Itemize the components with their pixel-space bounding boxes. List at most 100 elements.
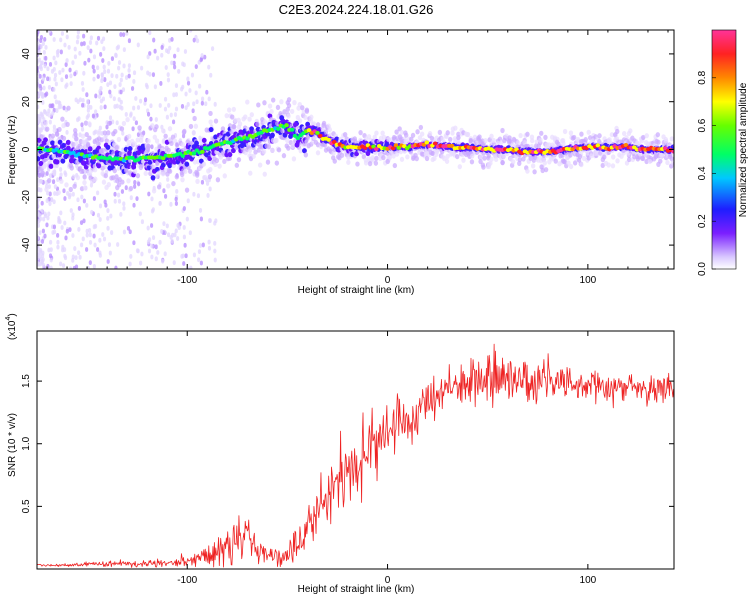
heatmap-cell [119, 211, 123, 217]
heatmap-cell [566, 160, 571, 166]
heatmap-cell [133, 184, 137, 189]
spectrogram-x-axis-label: Height of straight line (km) [298, 285, 415, 296]
heatmap-cell [48, 163, 54, 169]
heatmap-cell [191, 151, 197, 156]
heatmap-cell [60, 158, 66, 164]
heatmap-cell [143, 100, 147, 106]
heatmap-cell [374, 155, 379, 161]
heatmap-cell [72, 183, 77, 189]
heatmap-cell [247, 148, 253, 154]
heatmap-cell [42, 216, 46, 222]
heatmap-cell [54, 99, 59, 105]
heatmap-cell [469, 159, 475, 165]
heatmap-cell [129, 254, 133, 259]
heatmap-cell [105, 144, 111, 150]
heatmap-cell [207, 245, 212, 251]
heatmap-cell [327, 126, 332, 133]
heatmap-cell [274, 160, 280, 166]
heatmap-cell [65, 139, 71, 145]
heatmap-cell [562, 159, 567, 165]
heatmap-cell [162, 221, 166, 227]
heatmap-cell [124, 112, 128, 117]
heatmap-cell [184, 187, 190, 193]
heatmap-cell [110, 175, 116, 181]
heatmap-cell [87, 228, 92, 233]
heatmap-cell [75, 175, 81, 181]
heatmap-cell [40, 239, 45, 244]
heatmap-cell [42, 117, 46, 122]
heatmap-cell [430, 150, 435, 157]
heatmap-cell [279, 99, 284, 105]
heatmap-cell [143, 97, 148, 103]
heatmap-cell [71, 141, 76, 148]
heatmap-cell [256, 102, 261, 108]
heatmap-cell [644, 158, 649, 165]
heatmap-cell [45, 222, 49, 228]
heatmap-cell [146, 239, 151, 245]
heatmap-cell [170, 60, 174, 66]
heatmap-cell [445, 130, 450, 136]
heatmap-cell [182, 234, 186, 240]
heatmap-cell [146, 54, 150, 60]
heatmap-cell [267, 103, 273, 109]
heatmap-cell [321, 120, 327, 126]
heatmap-cell [116, 192, 121, 198]
heatmap-cell [290, 143, 296, 149]
heatmap-cell [102, 64, 106, 70]
heatmap-cell [303, 114, 308, 121]
heatmap-cell [45, 126, 50, 132]
heatmap-cell [489, 133, 494, 139]
heatmap-cell [132, 141, 138, 147]
heatmap-cell [163, 96, 168, 102]
heatmap-cell [122, 63, 126, 69]
heatmap-cell [143, 170, 148, 177]
heatmap-cell [56, 244, 60, 250]
heatmap-cell [300, 105, 305, 111]
heatmap-cell [43, 36, 47, 42]
heatmap-cell [172, 60, 176, 66]
heatmap-cell [38, 160, 44, 167]
heatmap-cell [662, 146, 668, 151]
heatmap-cell [106, 182, 111, 188]
heatmap-cell [117, 97, 121, 102]
heatmap-cell [247, 116, 252, 122]
heatmap-cell [116, 242, 120, 247]
heatmap-cell [173, 53, 177, 59]
heatmap-cell [525, 168, 530, 174]
heatmap-cell [233, 117, 238, 123]
heatmap-cell [214, 157, 220, 164]
heatmap-cell [63, 170, 67, 176]
spectrogram-y-tick-label: 20 [21, 96, 32, 108]
heatmap-cell [489, 156, 494, 162]
heatmap-cell [174, 174, 180, 180]
heatmap-cell [385, 158, 390, 165]
heatmap-cell [40, 253, 45, 259]
heatmap-cell [207, 64, 211, 70]
heatmap-cell [169, 201, 173, 207]
heatmap-cell [100, 72, 104, 78]
spectrogram-y-axis-label: Frequency (Hz) [7, 116, 18, 185]
heatmap-cell [106, 68, 111, 74]
heatmap-cell [152, 134, 158, 140]
heatmap-cell [127, 146, 133, 152]
heatmap-cell [331, 140, 337, 145]
heatmap-cell [100, 165, 105, 171]
heatmap-cell [166, 147, 171, 153]
heatmap-cell [183, 49, 188, 54]
heatmap-cell [49, 265, 53, 269]
heatmap-cell [285, 137, 290, 144]
heatmap-cell [90, 209, 94, 215]
heatmap-cell [64, 84, 68, 89]
heatmap-cell [174, 228, 178, 234]
heatmap-cell [192, 159, 198, 165]
heatmap-cell [160, 171, 166, 177]
spectrogram-y-tick-label: 0 [21, 146, 32, 152]
heatmap-cell [48, 61, 53, 67]
heatmap-cell [171, 232, 175, 238]
heatmap-cell [362, 145, 368, 150]
snr-y-tick-label: 1.0 [21, 436, 32, 450]
heatmap-cell [41, 76, 46, 82]
heatmap-cell [43, 211, 47, 217]
heatmap-cell [61, 123, 66, 129]
heatmap-cell [99, 105, 103, 110]
